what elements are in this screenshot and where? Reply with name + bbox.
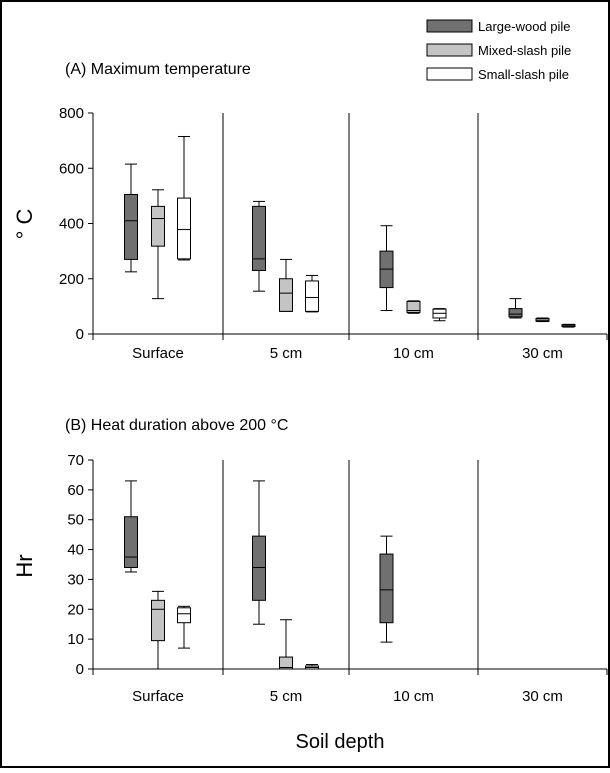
panel-title: (B) Heat duration above 200 °C (65, 417, 288, 434)
boxplot (535, 317, 550, 323)
panel-title: (A) Maximum temperature (65, 61, 251, 78)
y-tick-label: 400 (59, 216, 84, 233)
box (124, 516, 138, 568)
panel-b: (B) Heat duration above 200 °C Hr 0 10 20 30 4… (12, 417, 608, 705)
boxplot (151, 590, 165, 670)
y-axis-label: ° C (12, 208, 37, 239)
legend-label-mixed-slash: Mixed-slash pile (478, 43, 571, 58)
category-label: 10 cm (393, 688, 434, 705)
boxplot (508, 298, 523, 319)
legend: Large-wood pile Mixed-slash pile Small-s… (426, 19, 571, 82)
category-label: Surface (132, 345, 184, 362)
box (508, 308, 523, 318)
y-tick-label: 50 (67, 512, 84, 529)
boxplot (432, 308, 447, 322)
boxplot (252, 200, 266, 292)
y-tick-label: 200 (59, 271, 84, 288)
box (151, 599, 165, 642)
category-label: 5 cm (270, 688, 303, 705)
box (379, 553, 394, 624)
y-tick-label: 0 (76, 326, 84, 343)
category-label: 30 cm (522, 345, 563, 362)
panel-a: (A) Maximum temperature ° C 0 200 400 600 800 S… (12, 61, 608, 362)
y-tick-label: 10 (67, 631, 84, 648)
boxplot (151, 189, 165, 300)
category-label: Surface (132, 688, 184, 705)
boxplot (379, 225, 394, 312)
y-tick-label: 20 (67, 601, 84, 618)
legend-swatch-large-wood (426, 19, 473, 33)
category-label: 10 cm (393, 345, 434, 362)
y-tick-label: 800 (59, 105, 84, 122)
y-tick-label: 0 (76, 661, 84, 678)
box (279, 278, 293, 312)
boxplot (124, 163, 138, 273)
category-label: 30 cm (522, 688, 563, 705)
box (305, 280, 319, 312)
legend-swatch-mixed-slash (426, 43, 473, 57)
box (177, 197, 191, 260)
y-tick-label: 30 (67, 571, 84, 588)
box (279, 656, 293, 670)
legend-label-large-wood: Large-wood pile (478, 19, 571, 34)
y-axis-label: Hr (12, 554, 37, 577)
boxplot (279, 258, 293, 312)
boxplot (379, 535, 394, 643)
legend-swatch-small-slash (426, 67, 473, 81)
boxplot (177, 605, 191, 649)
y-tick-label: 60 (67, 482, 84, 499)
boxplot (252, 480, 266, 625)
boxplot (279, 619, 293, 670)
box (252, 535, 266, 601)
y-tick-label: 600 (59, 160, 84, 177)
box (406, 300, 421, 313)
boxplot (305, 664, 319, 670)
box (177, 607, 191, 624)
y-tick-label: 40 (67, 542, 84, 559)
box (151, 205, 165, 247)
boxplot (561, 323, 576, 328)
box (252, 205, 266, 271)
boxplot (305, 274, 319, 313)
x-axis-label: Soil depth (296, 731, 385, 753)
boxplot (124, 480, 138, 573)
boxplot (406, 300, 421, 314)
boxplot (177, 135, 191, 261)
legend-label-small-slash: Small-slash pile (478, 67, 569, 82)
category-label: 5 cm (270, 345, 303, 362)
box (124, 193, 138, 260)
y-tick-label: 70 (67, 452, 84, 469)
